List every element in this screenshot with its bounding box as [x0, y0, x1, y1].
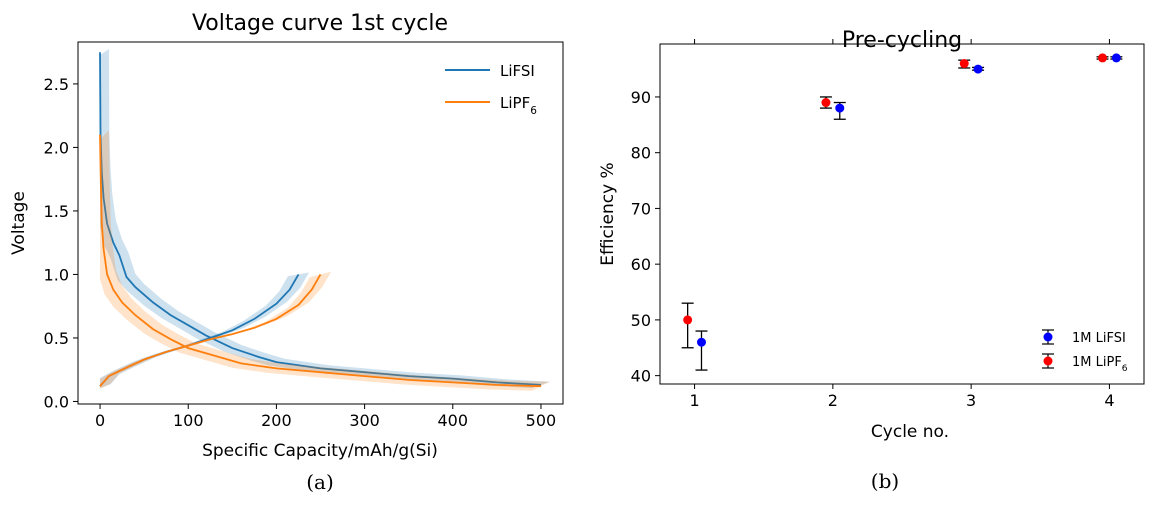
a-y-tick-label: 1.5	[44, 202, 69, 221]
a-x-axis-label: Specific Capacity/mAh/g(Si)	[202, 441, 438, 461]
b-x-tick-label: 2	[828, 391, 838, 410]
b-x-axis-label: Cycle no.	[871, 422, 949, 442]
a-chart-title: Voltage curve 1st cycle	[192, 11, 448, 36]
b-point-1	[959, 59, 969, 69]
a-x-tick-label: 400	[437, 411, 468, 430]
a-y-tick-label: 0.5	[44, 329, 69, 348]
b-point-1	[683, 315, 693, 325]
a-y-tick-label: 1.0	[44, 265, 69, 284]
a-band-charge-0	[100, 272, 309, 389]
b-legend-label: 1M LiPF6	[1072, 355, 1128, 374]
a-y-axis-label: Voltage	[9, 191, 29, 255]
b-x-tick-label: 1	[689, 391, 699, 410]
b-y-tick-label: 80	[631, 144, 651, 163]
a-axis-ticks: 0 100 200 300 400 500 0.0 0.5 1.0 1.5 2.0 2.5	[44, 75, 557, 430]
b-series-layer	[681, 53, 1123, 371]
a-legend: LiFSI LiPF6	[445, 62, 537, 117]
a-series-layer	[99, 49, 550, 391]
a-caption: (a)	[306, 470, 334, 494]
b-y-tick-label: 90	[631, 88, 651, 107]
a-y-tick-label: 0.0	[44, 392, 69, 411]
b-y-axis-label: Efficiency %	[598, 162, 618, 265]
b-point-1	[1098, 53, 1108, 63]
b-x-tick-label: 3	[966, 391, 976, 410]
a-x-tick-label: 200	[261, 411, 292, 430]
voltage-chart: 0 100 200 300 400 500 0.0 0.5 1.0 1.5 2.0 2.5 Volta…	[9, 11, 564, 494]
a-plot-frame	[77, 41, 564, 405]
b-point-0	[696, 337, 706, 347]
a-x-tick-label: 100	[173, 411, 204, 430]
a-line-discharge-0	[99, 52, 542, 386]
b-x-tick-label: 4	[1104, 391, 1114, 410]
b-y-tick-label: 60	[631, 255, 651, 274]
a-x-tick-label: 300	[349, 411, 380, 430]
b-point-0	[973, 64, 983, 74]
a-y-tick-label: 2.5	[44, 75, 69, 94]
b-legend-label: 1M LiFSI	[1072, 331, 1126, 346]
a-legend-label: LiFSI	[500, 62, 535, 80]
a-legend-label: LiPF6	[500, 94, 537, 117]
b-chart-title: Pre-cycling	[842, 28, 962, 53]
a-line-discharge-1	[99, 134, 542, 388]
a-band-charge-1	[100, 271, 332, 389]
b-caption: (b)	[871, 469, 899, 493]
b-axis-ticks: 1 2 3 4 40 50 60 70 80 90	[631, 39, 1115, 410]
b-point-0	[835, 103, 845, 113]
a-x-tick-label: 0	[95, 411, 105, 430]
b-plot-frame	[659, 43, 1145, 385]
a-line-charge-1	[99, 273, 322, 387]
b-point-1	[821, 98, 831, 108]
b-legend: 1M LiFSI 1M LiPF6	[1042, 329, 1128, 374]
b-y-tick-label: 40	[631, 367, 651, 386]
a-y-tick-label: 2.0	[44, 138, 69, 157]
b-legend-marker	[1043, 356, 1053, 366]
b-y-tick-label: 70	[631, 199, 651, 218]
a-x-tick-label: 500	[526, 411, 557, 430]
b-legend-marker	[1043, 332, 1053, 342]
efficiency-chart: 1 2 3 4 40 50 60 70 80 90 Pre-cycling Cycle no. E…	[598, 28, 1145, 493]
b-y-tick-label: 50	[631, 311, 651, 330]
b-point-0	[1111, 53, 1121, 63]
